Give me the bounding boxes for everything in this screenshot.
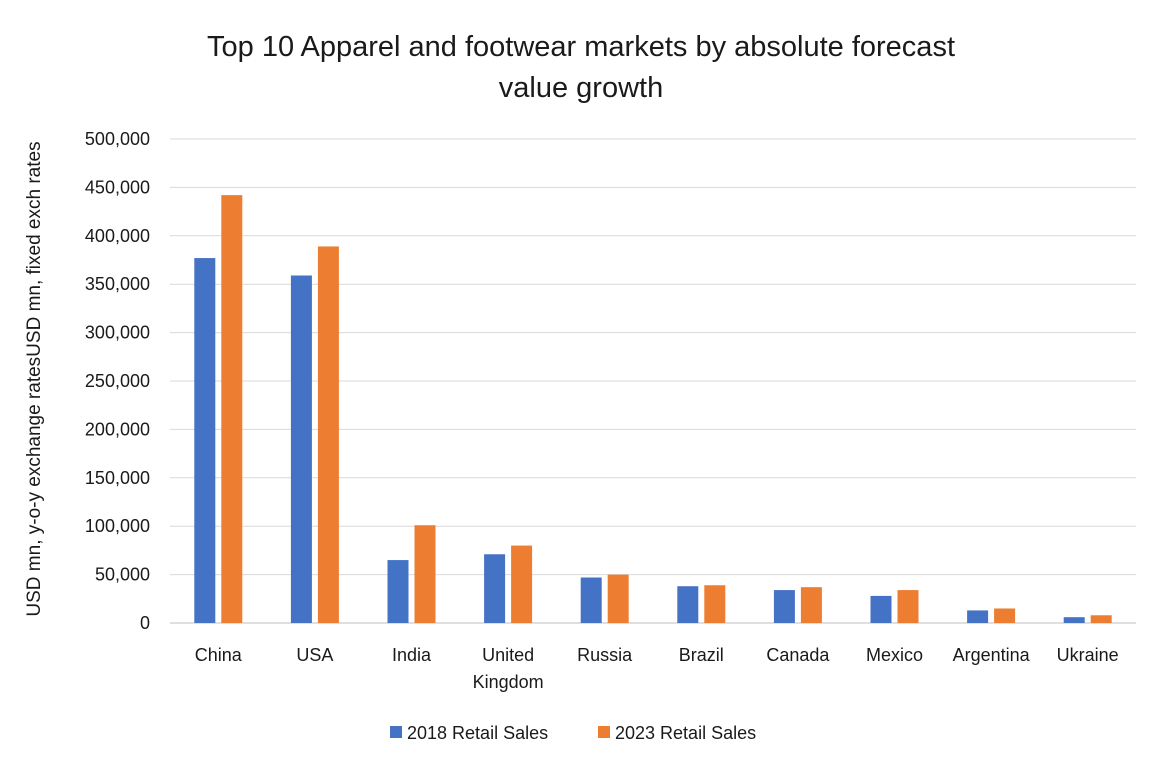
bar-series-1-usa <box>290 275 312 623</box>
bar-series-2-india <box>414 525 436 623</box>
y-axis-title: USD mn, y-o-y exchange ratesUSD mn, fixe… <box>24 141 45 616</box>
legend-label-series-1: 2018 Retail Sales <box>407 723 548 743</box>
legend-swatch-series-2 <box>598 726 610 738</box>
y-tick-label: 450,000 <box>85 177 150 197</box>
chart-title-line-1: Top 10 Apparel and footwear markets by a… <box>207 31 955 63</box>
bar-series-1-mexico <box>870 595 892 623</box>
bar-series-2-ukraine <box>1090 615 1112 623</box>
bar-series-2-argentina <box>994 608 1016 623</box>
bar-series-2-china <box>221 195 243 624</box>
bar-series-1-ukraine <box>1063 617 1085 623</box>
bar-series-2-brazil <box>704 585 726 623</box>
y-tick-label: 100,000 <box>85 516 150 536</box>
y-tick-label: 150,000 <box>85 468 150 488</box>
x-category-label: Russia <box>577 645 633 665</box>
x-category-label: United <box>482 645 534 665</box>
y-tick-label: 0 <box>140 613 150 633</box>
legend-swatch-series-1 <box>390 726 402 738</box>
x-category-label: Brazil <box>679 645 724 665</box>
x-category-label: Canada <box>766 645 830 665</box>
y-tick-label: 350,000 <box>85 274 150 294</box>
bars <box>194 195 1112 624</box>
x-category-label: China <box>195 645 243 665</box>
bar-series-1-canada <box>773 590 795 623</box>
chart-title: Top 10 Apparel and footwear markets by a… <box>207 31 955 104</box>
x-axis-categories: China USA India United Kingdom Russia Brazil Ca… <box>195 645 1119 692</box>
legend: 2018 Retail Sales 2023 Retail Sales <box>390 723 756 743</box>
x-category-label: Ukraine <box>1057 645 1119 665</box>
bar-series-1-brazil <box>677 586 699 623</box>
bar-series-2-canada <box>800 587 822 623</box>
x-category-label: Mexico <box>866 645 923 665</box>
y-tick-label: 500,000 <box>85 129 150 149</box>
bar-series-2-united-kingdom <box>511 545 533 623</box>
x-category-label: Argentina <box>953 645 1031 665</box>
bar-series-2-mexico <box>897 590 919 623</box>
bar-series-2-russia <box>607 574 629 623</box>
y-tick-label: 200,000 <box>85 419 150 439</box>
bar-series-1-united-kingdom <box>484 554 506 623</box>
y-tick-label: 300,000 <box>85 323 150 343</box>
bar-series-1-russia <box>580 577 602 623</box>
gridlines <box>170 138 1136 624</box>
x-category-label: India <box>392 645 432 665</box>
y-tick-label: 400,000 <box>85 226 150 246</box>
x-category-label: Kingdom <box>473 672 544 692</box>
bar-series-1-china <box>194 258 216 623</box>
y-tick-label: 250,000 <box>85 371 150 391</box>
y-tick-label: 50,000 <box>95 565 150 585</box>
x-category-label: USA <box>296 645 333 665</box>
chart-title-line-2: value growth <box>499 72 663 104</box>
bar-series-1-argentina <box>967 610 989 623</box>
bar-series-2-usa <box>317 246 339 623</box>
legend-label-series-2: 2023 Retail Sales <box>615 723 756 743</box>
bar-series-1-india <box>387 560 409 623</box>
y-axis-ticks: 0 50,000 100,000 150,000 200,000 250,000 300,0… <box>85 129 150 633</box>
